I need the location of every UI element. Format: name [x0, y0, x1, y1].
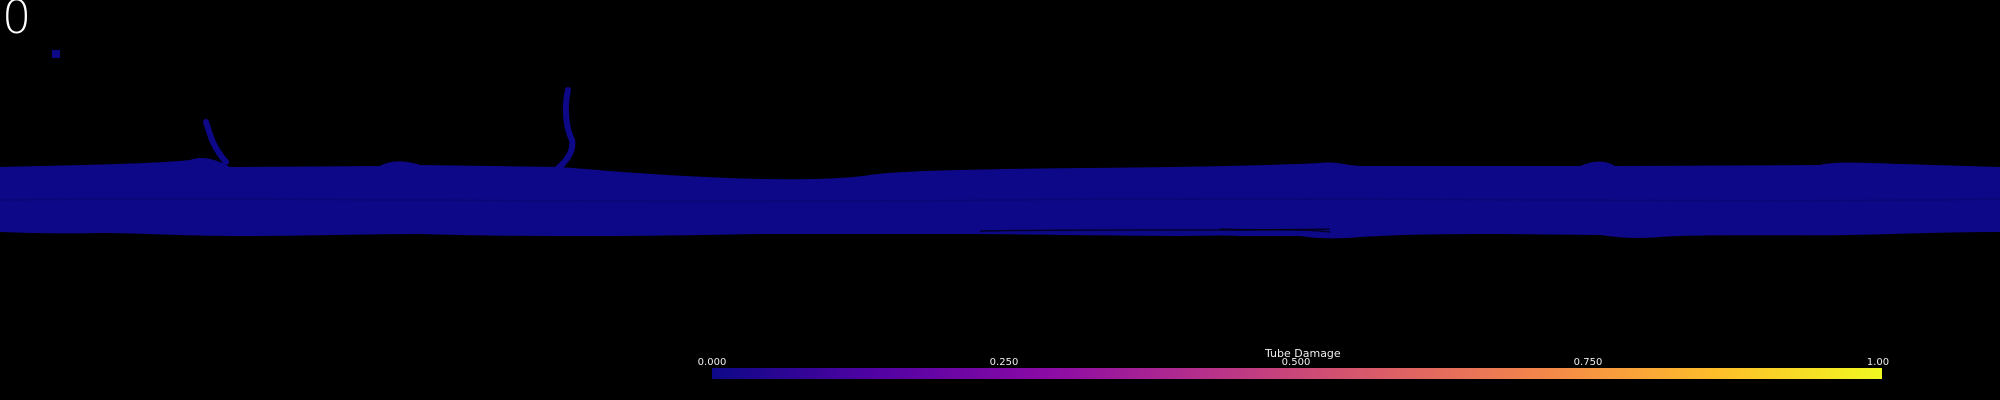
tube-bundle: [0, 158, 2000, 239]
colorbar-tick: 0.750: [1573, 357, 1603, 368]
colorbar-tick: 1.00: [1866, 357, 1890, 368]
particle: [52, 50, 60, 58]
colorbar-bar: [712, 368, 1882, 379]
colorbar-tick: 0.250: [989, 357, 1019, 368]
frame-counter: 0: [2, 0, 32, 44]
colorbar-tick: 0.500: [1281, 357, 1311, 368]
colorbar-gradient: [712, 368, 1882, 379]
tube-strand: [1219, 228, 1331, 233]
tube-strand: [0, 197, 2000, 203]
colorbar-title: Tube Damage: [1265, 347, 1341, 360]
loose-tube: [203, 119, 229, 165]
loose-tube: [553, 87, 576, 173]
colorbar-tick: 0.000: [697, 357, 727, 368]
